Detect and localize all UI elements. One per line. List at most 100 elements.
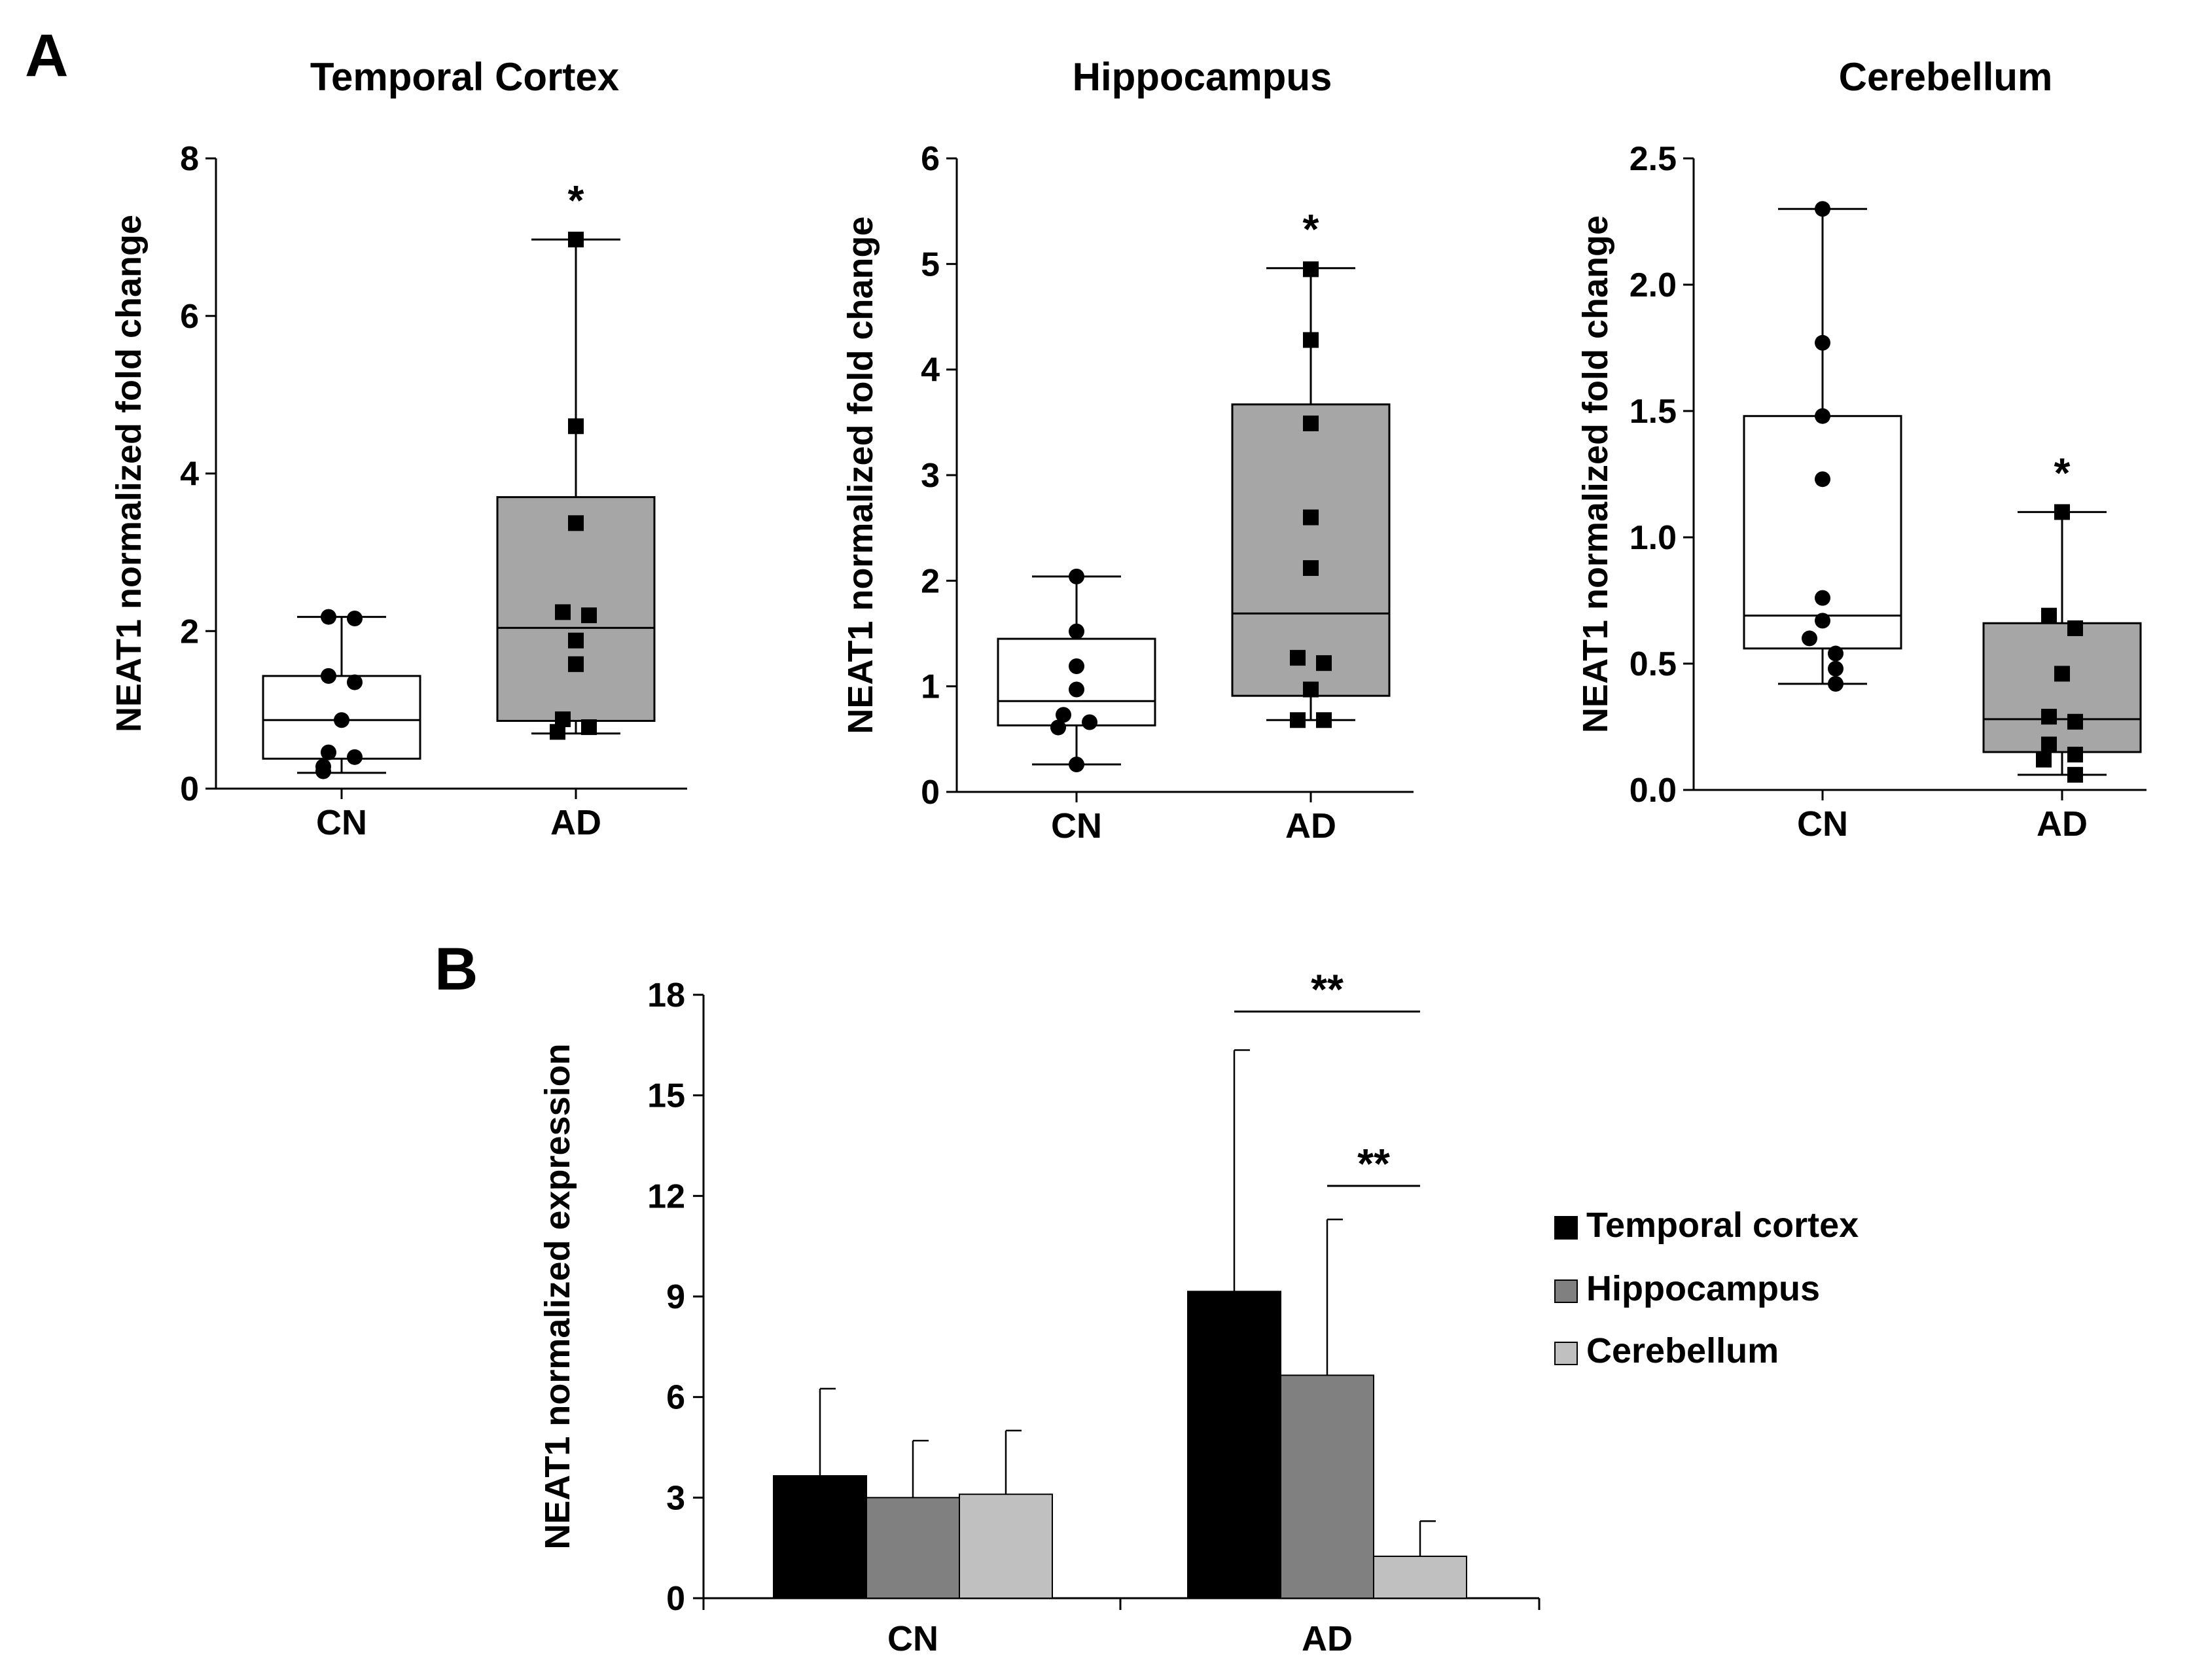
ad-data-point: [1303, 332, 1319, 348]
x-category-label: AD: [2037, 804, 2088, 844]
x-category-label: AD: [550, 803, 601, 842]
hippocampus-boxplot: Hippocampus NEAT1 normalized fold change 0…: [841, 55, 1414, 846]
y-axis-label: NEAT1 normalized fold change: [841, 216, 880, 734]
x-category-label: CN: [1797, 804, 1848, 844]
significance-marker: *: [1303, 206, 1319, 253]
chart-title: Cerebellum: [1839, 55, 2053, 99]
significance-marker: *: [568, 177, 584, 224]
y-axis-label: NEAT1 normalized fold change: [109, 215, 149, 732]
ad-data-point: [555, 604, 571, 620]
ad-data-point: [1303, 261, 1319, 277]
x-category-label: CN: [887, 1619, 938, 1658]
cn-data-point: [1069, 757, 1084, 773]
ad-data-point: [1290, 650, 1306, 666]
significance-marker: **: [1311, 966, 1344, 1013]
temporal-cortex-boxplot: Temporal Cortex NEAT1 normalized fold cha…: [109, 55, 687, 842]
y-tick-label: 5: [921, 245, 940, 283]
cn-data-point: [1815, 590, 1830, 606]
significance-marker: **: [1357, 1140, 1390, 1187]
y-tick-label: 2.0: [1630, 266, 1677, 304]
ad-data-point: [568, 656, 584, 672]
y-tick-label: 0: [666, 1580, 685, 1618]
significance-marker: *: [2054, 449, 2071, 496]
ad-data-point: [1303, 509, 1319, 526]
ad-data-point: [568, 632, 584, 649]
y-axis-label: NEAT1 normalized fold change: [1576, 215, 1615, 733]
y-tick-label: 4: [180, 456, 199, 493]
y-tick-label: 2: [180, 613, 199, 651]
cn-data-point: [1069, 623, 1084, 639]
x-category-label: CN: [1051, 806, 1102, 846]
legend-temporal-cortex-label: Temporal cortex: [1586, 1206, 1859, 1245]
y-tick-label: 1.0: [1630, 519, 1677, 557]
legend-temporal-cortex-swatch: [1554, 1216, 1578, 1240]
cn-data-point: [347, 610, 363, 626]
cn-data-point: [1815, 201, 1830, 217]
legend-cerebellum-label: Cerebellum: [1586, 1331, 1779, 1370]
ad-data-point: [2067, 746, 2083, 762]
ad-box: [496, 496, 656, 722]
chart-title: Hippocampus: [1073, 55, 1332, 99]
cn-data-point: [315, 763, 331, 779]
ad-data-point: [1303, 560, 1319, 576]
ad-data-point: [2067, 713, 2083, 730]
cn-data-point: [1815, 471, 1830, 488]
ad-data-point: [1303, 415, 1319, 431]
chart-title: Temporal Cortex: [310, 55, 619, 99]
cn-data-point: [321, 609, 336, 625]
cn-data-point: [321, 668, 336, 684]
ad-data-point: [568, 515, 584, 531]
cn-data-point: [347, 674, 363, 690]
expression-bar-chart: NEAT1 normalized expression 0 3 6 9 12 15 18 CN A…: [538, 966, 1859, 1658]
cn-data-point: [1069, 681, 1084, 698]
cn-data-point: [1082, 714, 1097, 730]
ad-data-point: [2054, 504, 2070, 520]
y-tick-label: 2: [921, 562, 940, 600]
y-tick-label: 0.5: [1630, 645, 1677, 683]
cn-box: [1743, 415, 1902, 650]
ad-data-point: [581, 607, 597, 624]
ad-data-point: [568, 231, 584, 247]
ad-data-point: [1316, 655, 1332, 671]
ad-data-point: [581, 719, 597, 736]
panel-a-letter: A: [25, 22, 68, 89]
legend-hippocampus-label: Hippocampus: [1586, 1269, 1820, 1308]
cn-data-point: [1815, 408, 1830, 424]
y-tick-label: 18: [647, 976, 685, 1014]
ad-data-point: [2041, 709, 2057, 725]
legend-hippocampus-swatch: [1554, 1279, 1578, 1303]
ad-data-point: [1303, 681, 1319, 698]
y-axis-label: NEAT1 normalized expression: [538, 1043, 577, 1549]
y-tick-label: 6: [921, 140, 940, 178]
y-tick-label: 9: [666, 1278, 685, 1316]
panel-b-letter: B: [435, 936, 478, 1003]
y-tick-label: 1.5: [1630, 393, 1677, 431]
x-category-label: AD: [1302, 1619, 1353, 1658]
cn-data-point: [1815, 613, 1830, 629]
cn-data-point: [1815, 334, 1830, 351]
ad-data-point: [2067, 620, 2083, 636]
hippocampus-bar: [866, 1497, 960, 1599]
ad-data-point: [1290, 712, 1306, 728]
cerebellum-boxplot: Cerebellum NEAT1 normalized fold change 0.…: [1576, 55, 2146, 844]
cn-data-point: [334, 712, 349, 728]
y-tick-label: 0.0: [1630, 772, 1677, 810]
cn-data-point: [1069, 568, 1084, 584]
y-tick-label: 8: [180, 140, 199, 178]
y-tick-label: 0: [180, 770, 199, 808]
ad-box: [1982, 622, 2142, 753]
cerebellum-bar: [1373, 1555, 1467, 1599]
y-tick-label: 4: [921, 351, 940, 389]
hippocampus-bar: [1280, 1374, 1374, 1600]
y-tick-label: 2.5: [1630, 140, 1677, 178]
cn-data-point: [321, 744, 336, 760]
y-tick-label: 0: [921, 774, 940, 812]
cerebellum-bar: [959, 1493, 1053, 1600]
ad-data-point: [2041, 736, 2057, 753]
y-tick-label: 3: [666, 1479, 685, 1517]
cn-data-point: [1056, 707, 1071, 723]
cn-data-point: [1828, 660, 1844, 677]
y-tick-label: 3: [921, 457, 940, 495]
cn-data-point: [347, 749, 363, 765]
